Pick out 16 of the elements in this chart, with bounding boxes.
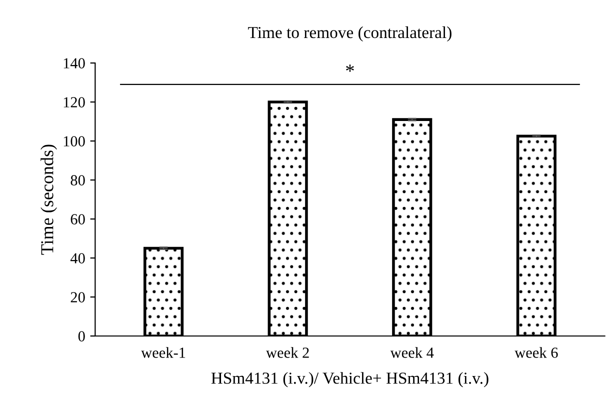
ref-line-label: * [346, 64, 354, 72]
x-tick-label: week-1 [141, 347, 186, 358]
x-tick-label: week 4 [390, 347, 434, 358]
chart-title: Time to remove (contralateral) [248, 26, 452, 42]
y-tick-label: 60 [70, 214, 85, 224]
y-tick-label: 40 [70, 253, 85, 264]
x-tick-label: week 6 [514, 347, 558, 358]
x-tick-label: week 2 [266, 347, 309, 358]
y-tick-label: 120 [64, 97, 85, 108]
y-tick-label: 100 [64, 136, 85, 146]
y-tick-label: 80 [70, 175, 85, 186]
x-axis-title: HSm4131 (i.v.)/ Vehicle+ HSm4131 (i.v.) [211, 372, 488, 388]
y-tick-label: 20 [70, 292, 85, 302]
y-tick-label: 140 [64, 58, 85, 68]
y-tick-label: 0 [78, 331, 85, 342]
y-axis-title: Time (seconds) [40, 144, 57, 255]
